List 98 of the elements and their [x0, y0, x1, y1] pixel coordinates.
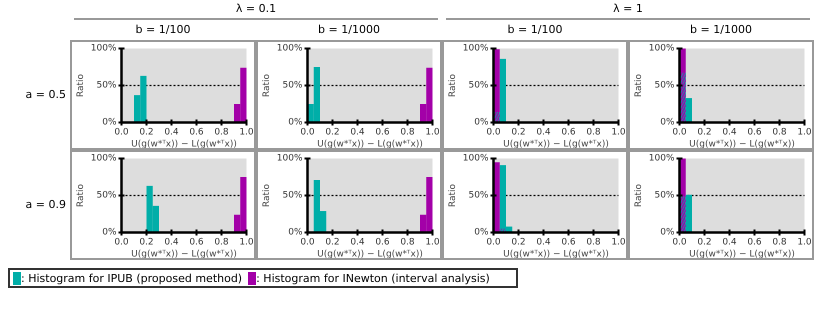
x-axis-title: U(g(w*ᵀx)) − L(g(w*ᵀx)) [131, 250, 237, 260]
x-tick-label: 1.0 [425, 128, 440, 138]
chart-title: b = 1/100 [508, 22, 562, 38]
x-tick-label: 0.6 [561, 238, 576, 248]
x-tick-label: 0.8 [214, 238, 229, 248]
x-tick-label: 1.0 [425, 238, 440, 248]
x-tick-label: 0.0 [486, 238, 501, 248]
x-tick-label: 1.0 [797, 238, 812, 248]
y-tick-label: 0% [102, 228, 117, 238]
x-tick-label: 0.2 [511, 238, 526, 248]
y-tick-label: 100% [462, 154, 489, 164]
y-tick-label: 50% [282, 190, 303, 200]
x-axis-title: U(g(w*ᵀx)) − L(g(w*ᵀx)) [131, 140, 237, 150]
y-axis-title: Ratio [634, 183, 644, 208]
x-tick-label: 0.4 [350, 238, 365, 248]
x-tick-label: 0.2 [139, 128, 154, 138]
x-tick-label: 0.8 [772, 238, 787, 248]
y-tick-label: 50% [468, 190, 489, 200]
x-tick-label: 1.0 [239, 128, 254, 138]
x-tick-label: 0.6 [747, 238, 762, 248]
x-tick-label: 0.8 [772, 128, 787, 138]
x-axis-title: U(g(w*ᵀx)) − L(g(w*ᵀx)) [689, 250, 795, 260]
x-tick-label: 0.2 [697, 238, 712, 248]
y-tick-label: 100% [648, 154, 675, 164]
x-tick-label: 1.0 [611, 238, 626, 248]
x-tick-label: 0.2 [697, 128, 712, 138]
y-tick-label: 0% [474, 228, 489, 238]
x-tick-label: 0.8 [586, 128, 601, 138]
y-tick-label: 50% [282, 80, 303, 90]
y-axis-title: Ratio [76, 73, 86, 98]
x-tick-label: 0.8 [400, 128, 415, 138]
x-tick-label: 0.0 [300, 238, 315, 248]
y-tick-label: 0% [660, 118, 675, 128]
legend-label: : Histogram for INewton (interval analysis) [256, 272, 490, 286]
y-tick-label: 0% [660, 228, 675, 238]
x-axis-title: U(g(w*ᵀx)) − L(g(w*ᵀx)) [317, 140, 423, 150]
x-tick-label: 0.0 [486, 128, 501, 138]
x-tick-label: 0.8 [214, 128, 229, 138]
chart-title: b = 1/1000 [318, 22, 380, 38]
x-axis-title: U(g(w*ᵀx)) − L(g(w*ᵀx)) [503, 250, 609, 260]
x-tick-label: 1.0 [797, 128, 812, 138]
x-tick-label: 0.6 [747, 128, 762, 138]
y-tick-label: 100% [462, 44, 489, 54]
x-tick-label: 0.4 [164, 238, 179, 248]
x-tick-label: 0.4 [164, 128, 179, 138]
y-tick-label: 50% [468, 80, 489, 90]
legend-label: : Histogram for IPUB (proposed method) [21, 272, 242, 286]
y-tick-label: 0% [288, 118, 303, 128]
text: a = 0.5 [26, 87, 66, 103]
y-tick-label: 50% [654, 190, 675, 200]
y-tick-label: 100% [648, 44, 675, 54]
x-tick-label: 0.6 [561, 128, 576, 138]
y-tick-label: 100% [90, 154, 117, 164]
x-axis-title: U(g(w*ᵀx)) − L(g(w*ᵀx)) [317, 250, 423, 260]
y-tick-label: 50% [96, 190, 117, 200]
x-tick-label: 0.0 [672, 128, 687, 138]
y-axis-title: Ratio [448, 73, 458, 98]
x-tick-label: 0.4 [722, 128, 737, 138]
x-tick-label: 0.8 [586, 238, 601, 248]
x-tick-label: 0.4 [350, 128, 365, 138]
x-tick-label: 0.8 [400, 238, 415, 248]
chart-title: b = 1/100 [136, 22, 190, 38]
y-axis-title: Ratio [262, 183, 272, 208]
y-axis-title: Ratio [634, 73, 644, 98]
chart-title: b = 1/1000 [690, 22, 752, 38]
x-tick-label: 0.0 [300, 128, 315, 138]
x-tick-label: 0.4 [536, 128, 551, 138]
y-tick-label: 50% [96, 80, 117, 90]
x-tick-label: 1.0 [239, 238, 254, 248]
x-tick-label: 0.2 [139, 238, 154, 248]
y-tick-label: 50% [654, 80, 675, 90]
text: a = 0.9 [26, 197, 66, 213]
y-tick-label: 100% [276, 154, 303, 164]
y-tick-label: 0% [102, 118, 117, 128]
x-tick-label: 0.6 [189, 238, 204, 248]
x-tick-label: 1.0 [611, 128, 626, 138]
y-tick-label: 0% [474, 118, 489, 128]
x-tick-label: 0.0 [114, 238, 129, 248]
x-tick-label: 0.0 [672, 238, 687, 248]
y-axis-title: Ratio [262, 73, 272, 98]
x-tick-label: 0.4 [536, 238, 551, 248]
y-tick-label: 100% [90, 44, 117, 54]
x-tick-label: 0.0 [114, 128, 129, 138]
x-tick-label: 0.4 [722, 238, 737, 248]
text: λ = 0.1 [236, 1, 276, 17]
text: λ = 1 [613, 1, 643, 17]
y-tick-label: 0% [288, 228, 303, 238]
x-axis-title: U(g(w*ᵀx)) − L(g(w*ᵀx)) [503, 140, 609, 150]
x-tick-label: 0.2 [325, 238, 340, 248]
x-tick-label: 0.6 [375, 128, 390, 138]
x-tick-label: 0.2 [511, 128, 526, 138]
x-tick-label: 0.6 [375, 238, 390, 248]
y-axis-title: Ratio [76, 183, 86, 208]
y-tick-label: 100% [276, 44, 303, 54]
y-axis-title: Ratio [448, 183, 458, 208]
x-axis-title: U(g(w*ᵀx)) − L(g(w*ᵀx)) [689, 140, 795, 150]
x-tick-label: 0.2 [325, 128, 340, 138]
x-tick-label: 0.6 [189, 128, 204, 138]
